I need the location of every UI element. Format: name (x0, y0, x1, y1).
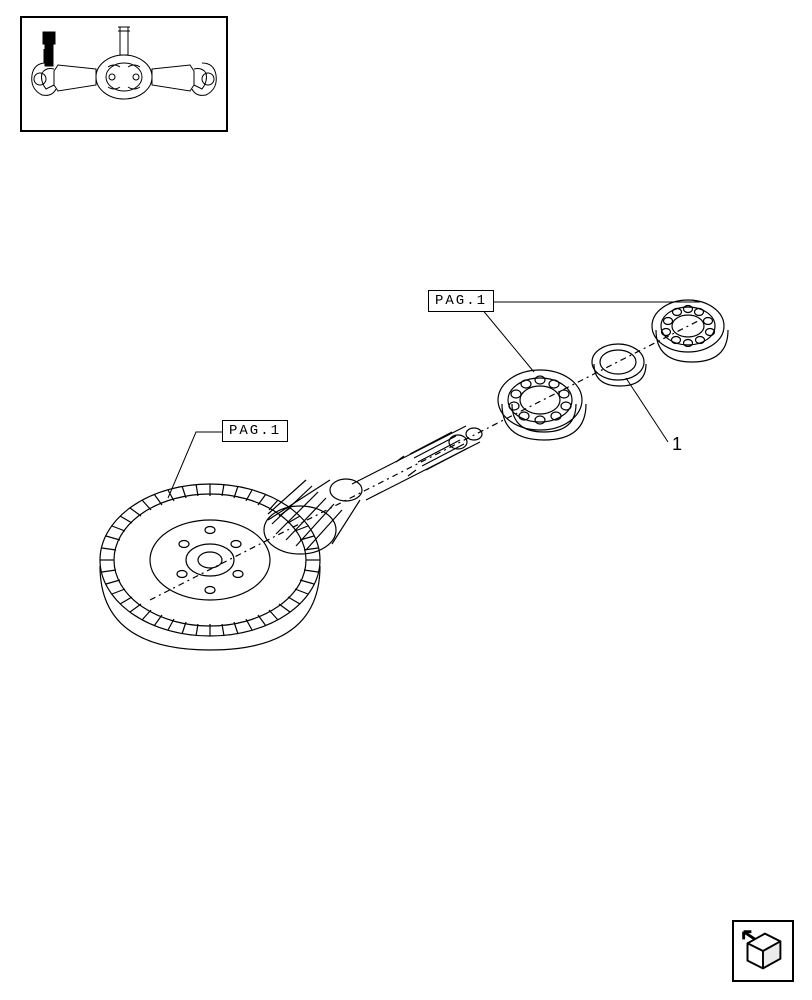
bearing-inner (498, 370, 586, 440)
page-ref-text: PAG.1 (435, 293, 487, 309)
bearing-outer (652, 300, 728, 362)
pinion-bevel (264, 479, 362, 554)
page-ref-text: PAG.1 (229, 423, 281, 439)
callout-item-1: 1 (672, 434, 682, 455)
pinion-shaft (352, 426, 482, 500)
shim-spacer (592, 344, 646, 386)
section-nav-icon-box[interactable] (732, 920, 794, 982)
callout-number: 1 (672, 434, 682, 454)
page-container: PAG.1 PAG.1 1 (0, 0, 812, 1000)
page-ref-label-left: PAG.1 (222, 420, 288, 442)
exploded-view-diagram (0, 0, 812, 1000)
cube-arrow-icon (734, 922, 792, 980)
ring-gear (100, 484, 320, 650)
page-ref-label-right: PAG.1 (428, 290, 494, 312)
